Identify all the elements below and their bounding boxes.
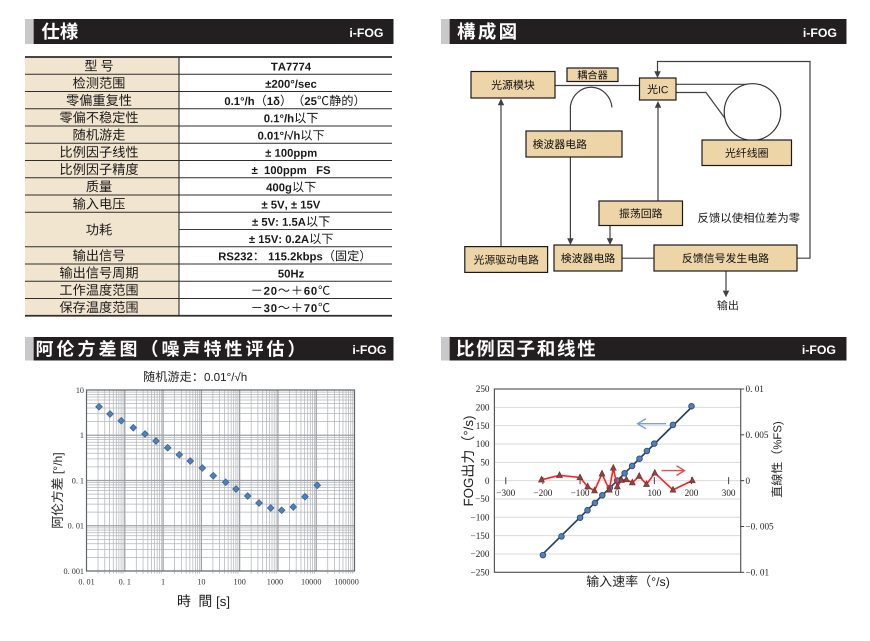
svg-text:−300: −300 <box>496 488 515 498</box>
svg-text:0. 1: 0. 1 <box>72 476 84 485</box>
svg-text:0: 0 <box>485 476 490 486</box>
svg-text:0: 0 <box>615 488 620 498</box>
svg-text:−100: −100 <box>471 513 490 523</box>
svg-text:100: 100 <box>476 439 490 449</box>
svg-text:100: 100 <box>647 488 661 498</box>
svg-text:−100: −100 <box>571 488 590 498</box>
svg-text:250: 250 <box>476 384 490 394</box>
svg-text:200: 200 <box>476 403 490 413</box>
svg-text:10000: 10000 <box>301 577 321 586</box>
svg-text:100000: 100000 <box>334 577 359 586</box>
svg-text:1: 1 <box>161 577 165 586</box>
svg-text:i-FOG: i-FOG <box>352 343 386 357</box>
svg-text:150: 150 <box>476 421 490 431</box>
svg-text:0. 01: 0. 01 <box>746 384 765 394</box>
svg-text:0: 0 <box>746 476 751 486</box>
svg-text:0. 01: 0. 01 <box>78 577 94 586</box>
svg-text:−50: −50 <box>475 494 490 504</box>
svg-text:i-FOG: i-FOG <box>803 26 837 40</box>
svg-text:i-FOG: i-FOG <box>349 26 383 40</box>
svg-text:300: 300 <box>722 488 736 498</box>
svg-text:−0. 01: −0. 01 <box>746 568 770 578</box>
svg-text:−250: −250 <box>471 568 490 578</box>
svg-text:1000: 1000 <box>267 577 283 586</box>
svg-text:0. 005: 0. 005 <box>746 430 769 440</box>
svg-text:10: 10 <box>76 386 84 395</box>
svg-text:1: 1 <box>80 431 84 440</box>
svg-text:−0. 005: −0. 005 <box>746 522 775 532</box>
svg-text:−200: −200 <box>471 549 490 559</box>
svg-text:10: 10 <box>197 577 205 586</box>
svg-text:−150: −150 <box>471 531 490 541</box>
svg-text:100: 100 <box>234 577 246 586</box>
svg-text:0. 01: 0. 01 <box>68 522 84 531</box>
svg-text:i-FOG: i-FOG <box>802 343 836 357</box>
svg-text:200: 200 <box>685 488 699 498</box>
svg-text:−200: −200 <box>533 488 552 498</box>
svg-text:0. 1: 0. 1 <box>119 577 131 586</box>
svg-text:50: 50 <box>480 458 490 468</box>
svg-text:0. 001: 0. 001 <box>64 567 84 576</box>
